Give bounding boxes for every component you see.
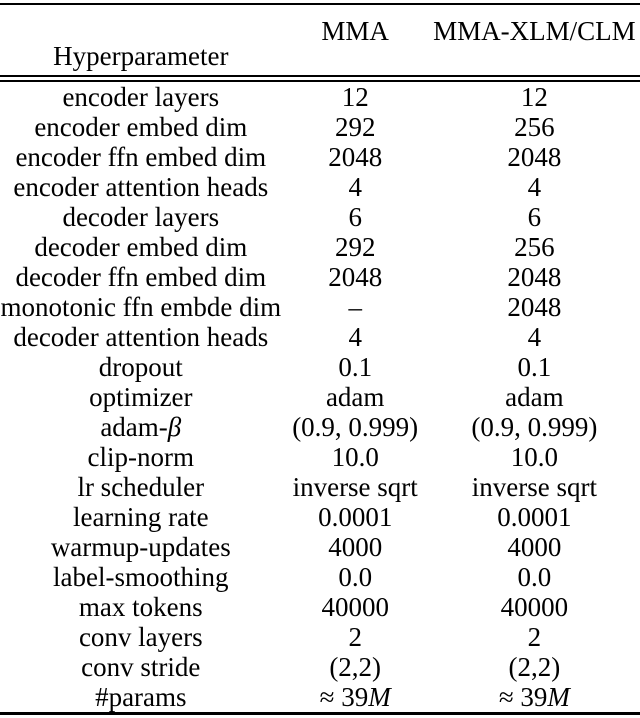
mma-value-cell: 0.0001 — [318, 502, 393, 532]
param-label-cell: encoder attention heads — [13, 172, 269, 202]
param-label-cell: optimizer — [89, 382, 193, 412]
adam-beta-prefix: adam- — [100, 412, 168, 442]
xlm-value-cell: 2048 — [507, 142, 562, 172]
xlm-value-cell: (0.9, 0.999) — [471, 412, 598, 442]
param-label-cell: monotonic ffn embde dim — [0, 292, 282, 322]
param-label-cell: conv stride — [81, 652, 201, 682]
mma-value-cell: (2,2) — [329, 652, 382, 682]
mma-value-cell: 40000 — [321, 592, 389, 622]
table-row: encoder attention heads 4 4 — [0, 172, 640, 202]
param-label-cell: encoder layers — [62, 82, 220, 112]
mma-value-cell: 2048 — [328, 262, 383, 292]
param-label-cell: lr scheduler — [77, 472, 205, 502]
table-row: conv stride (2,2) (2,2) — [0, 652, 640, 682]
table-row: decoder ffn embed dim 2048 2048 — [0, 262, 640, 292]
xlm-value-cell: 12 — [520, 82, 548, 112]
approx-params-value: ≈ 39 — [498, 682, 548, 712]
param-label-cell: label-smoothing — [53, 562, 229, 592]
mma-value-cell: 2048 — [328, 142, 383, 172]
mma-value-cell: 4 — [348, 322, 362, 352]
xlm-value-cell: 4 — [527, 322, 542, 352]
table-row: adam-β (0.9, 0.999) (0.9, 0.999) — [0, 412, 640, 442]
million-symbol: M — [547, 682, 570, 712]
mma-value-cell: 0.1 — [338, 352, 373, 382]
table-row: clip-norm 10.0 10.0 — [0, 442, 640, 472]
xlm-value-cell: 40000 — [500, 592, 569, 622]
approx-params-value: ≈ 39 — [319, 682, 369, 712]
xlm-value-cell: 2 — [527, 622, 542, 652]
header-mma-xlm-clm: MMA-XLM/CLM — [428, 4, 640, 82]
param-label-cell: learning rate — [72, 502, 209, 532]
table-row: monotonic ffn embde dim – 2048 — [0, 292, 640, 322]
table-row: dropout 0.1 0.1 — [0, 352, 640, 382]
xlm-value-cell: 2048 — [507, 262, 562, 292]
xlm-value-cell: 2048 — [507, 292, 562, 322]
xlm-value-cell: 6 — [527, 202, 542, 232]
param-label-cell: conv layers — [78, 622, 203, 652]
xlm-value-cell: 0.0001 — [497, 502, 572, 532]
param-label-cell: adam-β — [0, 412, 282, 442]
mma-value-cell: 292 — [334, 232, 376, 262]
mma-value-cell: 292 — [334, 112, 376, 142]
mma-value-cell: ≈ 39M — [282, 682, 429, 714]
param-label-cell: clip-norm — [87, 442, 195, 472]
table-row: lr scheduler inverse sqrt inverse sqrt — [0, 472, 640, 502]
table-row: encoder layers 12 12 — [0, 79, 640, 113]
param-label-cell: decoder attention heads — [13, 322, 269, 352]
xlm-value-cell: adam — [505, 382, 564, 412]
mma-value-cell: 6 — [348, 202, 362, 232]
param-label-cell: encoder ffn embed dim — [15, 142, 267, 172]
mma-value-cell: 4000 — [328, 532, 383, 562]
xlm-value-cell: 4000 — [507, 532, 562, 562]
header-hyperparameter: Hyperparameter — [0, 4, 282, 82]
table-row: optimizer adam adam — [0, 382, 640, 412]
xlm-value-cell: ≈ 39M — [429, 682, 640, 714]
mma-value-cell: adam — [325, 382, 385, 412]
xlm-value-cell: 0.0 — [517, 562, 552, 592]
xlm-value-cell: inverse sqrt — [471, 472, 597, 502]
table-row: decoder embed dim 292 256 — [0, 232, 640, 262]
table-row: encoder ffn embed dim 2048 2048 — [0, 142, 640, 172]
table-row: label-smoothing 0.0 0.0 — [0, 562, 640, 592]
mma-value-cell: 0.0 — [338, 562, 373, 592]
header-mma: MMA — [281, 4, 429, 82]
mma-value-cell: (0.9, 0.999) — [292, 412, 419, 442]
xlm-value-cell: 256 — [514, 112, 555, 142]
mma-value-cell: 2 — [348, 622, 362, 652]
table-row: max tokens 40000 40000 — [0, 592, 640, 622]
beta-symbol: β — [167, 412, 182, 442]
million-symbol: M — [368, 682, 391, 712]
param-label-cell: #params — [95, 682, 187, 712]
table-row: #params ≈ 39M ≈ 39M — [0, 682, 640, 714]
xlm-value-cell: 0.1 — [517, 352, 552, 382]
xlm-value-cell: (2,2) — [508, 652, 561, 682]
mma-value-cell: 12 — [341, 82, 369, 112]
mma-value-cell: 10.0 — [331, 442, 379, 472]
hyperparameter-table: Hyperparameter MMA MMA-XLM/CLM encoder l… — [0, 3, 640, 715]
mma-value-cell: 4 — [348, 172, 362, 202]
param-label-cell: decoder layers — [62, 202, 220, 232]
param-label-cell: encoder embed dim — [34, 112, 248, 142]
xlm-value-cell: 10.0 — [510, 442, 559, 472]
xlm-value-cell: 4 — [527, 172, 542, 202]
table-row: decoder attention heads 4 4 — [0, 322, 640, 352]
table-row: encoder embed dim 292 256 — [0, 112, 640, 142]
table-row: learning rate 0.0001 0.0001 — [0, 502, 640, 532]
header-row: Hyperparameter MMA MMA-XLM/CLM — [0, 4, 640, 82]
table-row: decoder layers 6 6 — [0, 202, 640, 232]
mma-value-cell: inverse sqrt — [292, 472, 418, 502]
xlm-value-cell: 256 — [514, 232, 555, 262]
mma-value-cell: – — [348, 292, 362, 322]
table-row: warmup-updates 4000 4000 — [0, 532, 640, 562]
table-row: conv layers 2 2 — [0, 622, 640, 652]
param-label-cell: dropout — [98, 352, 183, 382]
param-label-cell: max tokens — [78, 592, 203, 622]
param-label-cell: decoder embed dim — [34, 232, 248, 262]
param-label-cell: decoder ffn embed dim — [15, 262, 267, 292]
param-label-cell: warmup-updates — [50, 532, 231, 562]
